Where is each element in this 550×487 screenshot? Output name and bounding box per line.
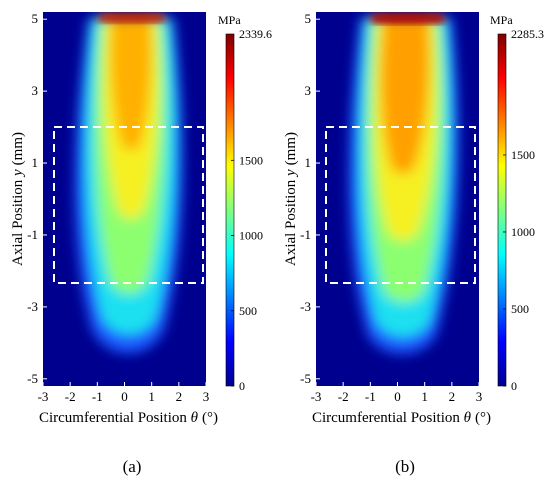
x-tick-label: 0 (394, 389, 401, 404)
x-tick-label: -1 (365, 389, 376, 404)
colorbar-tick-label: 1500 (239, 153, 263, 167)
y-axis-label: Axial Position y (mm) (283, 132, 299, 266)
y-tick-label: 1 (305, 155, 312, 170)
y-axis-label-symbol: y (10, 169, 26, 178)
dashed-region (53, 126, 204, 284)
panel-caption: (a) (123, 457, 142, 476)
y-tick-label: -3 (27, 299, 38, 314)
y-axis-label-text: Axial Position (10, 176, 26, 266)
y-tick-label: 3 (32, 83, 39, 98)
colorbar (497, 33, 507, 387)
colorbar-unit: MPa (490, 13, 513, 27)
x-tick-label: -3 (311, 389, 322, 404)
colorbar-tick-label: 0 (511, 379, 517, 393)
y-tick-label: 5 (32, 11, 39, 26)
dashed-region (325, 126, 476, 284)
panel-caption: (b) (395, 457, 415, 476)
x-tick-label: -2 (65, 389, 76, 404)
colorbar (225, 33, 235, 387)
colorbar-tick-label: 500 (511, 302, 529, 316)
y-axis-label-unit: (mm) (283, 132, 299, 165)
y-tick-label: 1 (32, 155, 39, 170)
colorbar-tick-label: 1000 (239, 229, 263, 243)
x-axis-label-unit: (°) (202, 410, 218, 426)
x-axis-label-symbol: θ (191, 410, 199, 426)
x-axis-label: Circumferential Position θ (°) (312, 410, 491, 426)
x-tick-label: -1 (92, 389, 103, 404)
colorbar-tick-label: 1000 (511, 225, 535, 239)
y-tick-label: -5 (300, 371, 311, 386)
contour-red-top (100, 14, 164, 22)
y-tick-label: 3 (305, 83, 312, 98)
y-tick-label: -5 (27, 371, 38, 386)
colorbar-unit: MPa (218, 13, 241, 27)
y-tick-label: -3 (300, 299, 311, 314)
x-axis-label-unit: (°) (475, 410, 491, 426)
x-tick-label: 2 (176, 389, 183, 404)
y-tick-label: 5 (305, 11, 312, 26)
colorbar-tick-label: 1500 (511, 148, 535, 162)
x-tick-label: 1 (148, 389, 155, 404)
x-axis-label-text: Circumferential Position (39, 410, 191, 426)
contour-orange (110, 18, 152, 151)
x-axis-label-symbol: θ (464, 410, 472, 426)
colorbar-tick-label: 500 (239, 304, 257, 318)
x-axis-label: Circumferential Position θ (°) (39, 410, 218, 426)
x-tick-label: 3 (203, 389, 210, 404)
x-tick-label: 2 (449, 389, 456, 404)
stress-field (348, 14, 459, 354)
y-axis-label-text: Axial Position (283, 176, 299, 266)
y-axis-label: Axial Position y (mm) (10, 132, 26, 266)
contour-red-top (372, 14, 444, 23)
contour-orange (380, 18, 430, 174)
x-tick-label: -3 (38, 389, 49, 404)
y-tick-label: -1 (300, 227, 311, 242)
colorbar-max-label: 2285.3 (511, 27, 544, 41)
x-tick-label: 3 (476, 389, 483, 404)
y-tick-label: -1 (27, 227, 38, 242)
colorbar-max-label: 2339.6 (239, 27, 272, 41)
x-tick-label: 1 (421, 389, 428, 404)
y-axis-label-symbol: y (283, 169, 299, 178)
y-axis-label-unit: (mm) (10, 132, 26, 165)
stress-field (74, 14, 183, 354)
x-tick-label: -2 (338, 389, 349, 404)
x-tick-label: 0 (121, 389, 128, 404)
colorbar-tick-label: 0 (239, 379, 245, 393)
x-axis-label-text: Circumferential Position (312, 410, 464, 426)
